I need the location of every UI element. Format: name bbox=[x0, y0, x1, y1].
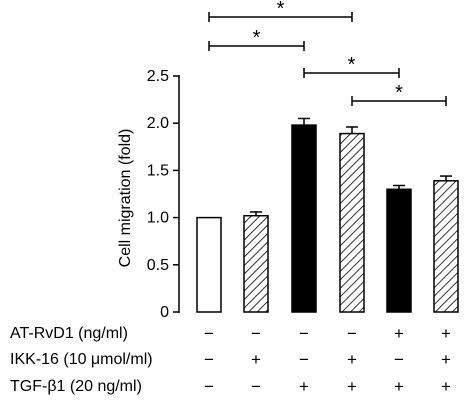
condition-sign: − bbox=[251, 377, 261, 396]
condition-table: AT-RvD1 (ng/ml) − − − − + + IKK-16 (10 μmol/ml)… bbox=[10, 324, 451, 396]
y-tick-label: 2.0 bbox=[147, 115, 169, 132]
bars bbox=[196, 117, 459, 313]
condition-sign: − bbox=[204, 350, 214, 369]
significance-star: * bbox=[348, 54, 356, 76]
significance-bracket: * bbox=[208, 27, 305, 51]
condition-sign: + bbox=[251, 350, 261, 369]
y-axis-title: Cell migration (fold) bbox=[117, 129, 134, 268]
condition-label: IKK-16 (10 μmol/ml) bbox=[10, 351, 153, 368]
condition-sign: + bbox=[441, 324, 451, 343]
significance-star: * bbox=[277, 0, 285, 20]
significance-star: * bbox=[395, 82, 403, 104]
condition-sign: + bbox=[347, 350, 357, 369]
condition-sign: + bbox=[394, 377, 404, 396]
significance-brackets: * * * * bbox=[208, 0, 447, 106]
condition-sign: + bbox=[394, 324, 404, 343]
y-tick-label: 0 bbox=[160, 304, 169, 321]
condition-sign: + bbox=[347, 377, 357, 396]
y-axis: 0 0.5 1.0 1.5 2.0 2.5 bbox=[147, 68, 180, 321]
bar-3 bbox=[291, 124, 317, 313]
condition-sign: − bbox=[299, 324, 309, 343]
y-tick-label: 0.5 bbox=[147, 257, 169, 274]
significance-bracket: * bbox=[303, 54, 400, 78]
condition-sign: − bbox=[204, 324, 214, 343]
condition-sign: − bbox=[347, 324, 357, 343]
bar-4 bbox=[339, 132, 365, 313]
condition-sign: + bbox=[441, 377, 451, 396]
significance-star: * bbox=[253, 27, 261, 49]
condition-label: AT-RvD1 (ng/ml) bbox=[10, 325, 128, 342]
condition-sign: + bbox=[441, 350, 451, 369]
condition-sign: − bbox=[299, 350, 309, 369]
bar-1 bbox=[196, 216, 222, 313]
condition-sign: − bbox=[204, 377, 214, 396]
condition-sign: + bbox=[299, 377, 309, 396]
bar-6 bbox=[433, 180, 459, 313]
condition-sign: − bbox=[394, 350, 404, 369]
y-tick-label: 2.5 bbox=[147, 68, 169, 85]
bar-5 bbox=[386, 188, 412, 313]
significance-bracket: * bbox=[351, 82, 447, 106]
significance-bracket: * bbox=[208, 0, 353, 22]
condition-sign: − bbox=[251, 324, 261, 343]
y-tick-label: 1.5 bbox=[147, 162, 169, 179]
condition-label: TGF-β1 (20 ng/ml) bbox=[10, 378, 142, 395]
bar-2 bbox=[243, 214, 269, 313]
y-tick-label: 1.0 bbox=[147, 210, 169, 227]
